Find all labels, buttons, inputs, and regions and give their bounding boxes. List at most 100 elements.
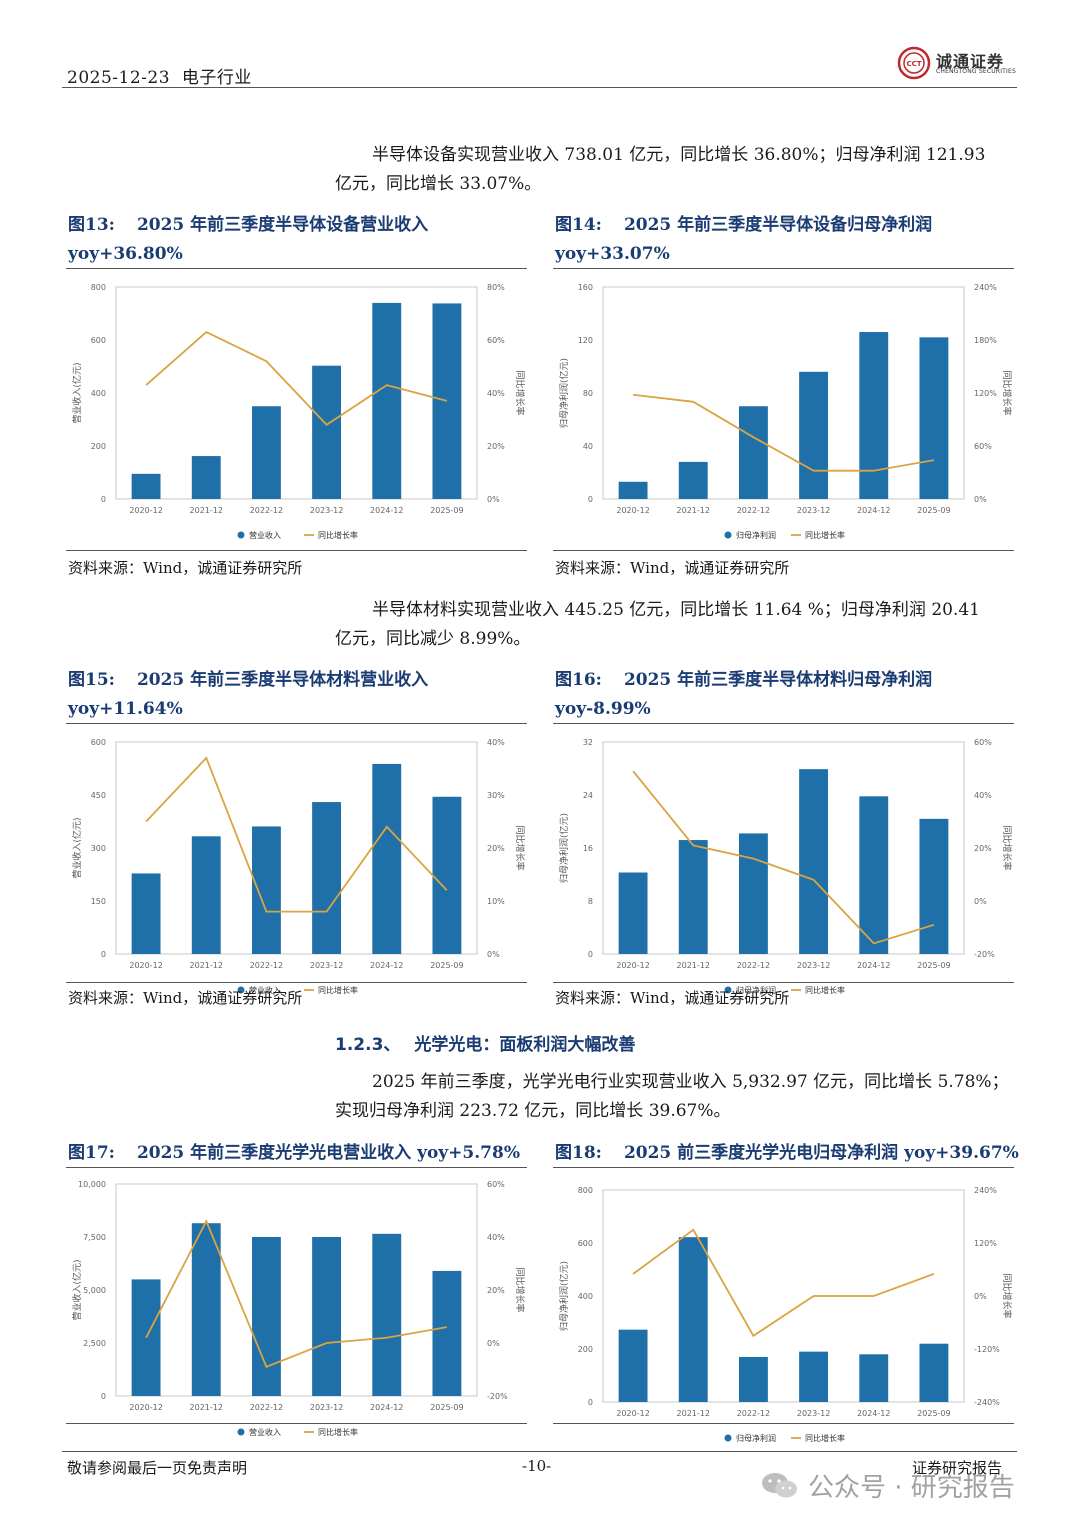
logo-subtitle: CHENGTONG SECURITIES (936, 68, 1017, 75)
figure-14-source: 资料来源：Wind，诚通证券研究所 (555, 559, 790, 577)
x-tick-label: 2022-12 (250, 506, 283, 515)
bar-2022-12 (738, 833, 768, 954)
bar-2021-12 (191, 456, 221, 499)
y2-tick-label: 40% (487, 389, 505, 398)
x-tick-label: 2024-12 (370, 506, 403, 515)
y2-tick-label: -20% (974, 950, 995, 959)
y2-tick-label: 0% (487, 950, 500, 959)
y-tick-label: 40 (583, 442, 593, 451)
bar-2020-12 (618, 872, 648, 954)
bar-2021-12 (678, 1237, 708, 1402)
legend-bar-swatch (724, 986, 732, 994)
y-tick-label: 600 (578, 1239, 593, 1248)
yoy-growth-line (145, 331, 448, 426)
bar-2023-12 (312, 802, 342, 954)
figure-16-chart: 32 24 16 8 0 60% 40% 20% 0% -20% 归母净利润(亿元) 同比增长率 202… (553, 730, 1014, 1002)
x-tick-label: 2021-12 (677, 506, 710, 515)
y2-tick-label: 30% (487, 791, 505, 800)
bar-2024-12 (372, 763, 402, 954)
y2-tick-label: 0% (974, 495, 987, 504)
x-tick-label: 2020-12 (616, 961, 649, 970)
y2-tick-label: 60% (974, 442, 992, 451)
y2-axis-label: 同比增长率 (514, 370, 526, 415)
x-tick-label: 2023-12 (797, 1409, 830, 1418)
figure-14-number: 图14: (555, 215, 602, 235)
paragraph-2-line-1: 半导体材料实现营业收入 445.25 亿元，同比增长 11.64 %；归母净利润… (372, 600, 980, 620)
legend-line-label: 同比增长率 (318, 530, 358, 540)
legend-line-label: 同比增长率 (318, 1427, 358, 1437)
figure-18-title-text: 2025 前三季度光学光电归母净利润 yoy+39.67% (623, 1143, 1019, 1163)
report-header: 2025-12-23 电子行业 (67, 63, 252, 88)
x-tick-label: 2025-09 (430, 1403, 463, 1412)
legend-bar-label: 归母净利润 (736, 985, 776, 995)
legend-bar-swatch (724, 531, 732, 539)
x-tick-label: 2020-12 (129, 1403, 162, 1412)
x-tick-label: 2024-12 (857, 961, 890, 970)
y-axis-label: 营业收入(亿元) (71, 362, 83, 423)
y2-axis-label: 同比增长率 (514, 825, 526, 870)
bar-2023-12 (312, 1237, 342, 1396)
x-tick-label: 2024-12 (857, 506, 890, 515)
yoy-growth-line (632, 770, 935, 945)
y-tick-label: 5,000 (83, 1286, 106, 1295)
section-heading: 1.2.3、 光学光电：面板利润大幅改善 (335, 1030, 635, 1055)
x-tick-label: 2024-12 (857, 1409, 890, 1418)
x-tick-label: 2022-12 (250, 961, 283, 970)
y2-tick-label: 120% (974, 389, 997, 398)
bar-2020-12 (131, 473, 161, 499)
y-tick-label: 600 (91, 336, 106, 345)
figure-15-bottom-rule (66, 982, 527, 983)
y-tick-label: 7,500 (83, 1233, 106, 1242)
x-tick-label: 2025-09 (430, 961, 463, 970)
y2-axis-label: 同比增长率 (1001, 370, 1013, 415)
paragraph-3-line-1: 2025 年前三季度，光学光电行业实现营业收入 5,932.97 亿元，同比增长… (372, 1072, 1009, 1092)
footer-disclaimer: 敬请参阅最后一页免责声明 (67, 1459, 248, 1477)
legend-bar-label: 归母净利润 (736, 1433, 776, 1443)
figure-16-title: 图16: 2025 年前三季度半导体材料归母净利润 yoy-8.99% (555, 666, 932, 724)
figure-13-number: 图13: (68, 215, 115, 235)
f14-svg: 160 120 80 40 0 240% 180% 120% 60% 0% 归母净利润(亿元) 同比增… (558, 283, 1013, 540)
paragraph-3-line-2: 实现归母净利润 223.72 亿元，同比增长 39.67%。 (335, 1101, 731, 1121)
figure-14-rule (553, 268, 1014, 269)
y-axis-label: 归母净利润(亿元) (558, 358, 570, 428)
y2-tick-label: 240% (974, 1186, 997, 1195)
bar-2020-12 (618, 1329, 648, 1402)
y-tick-label: 0 (588, 495, 593, 504)
y2-tick-label: 20% (487, 1286, 505, 1295)
figure-17-title: 图17: 2025 年前三季度光学光电营业收入 yoy+5.78% (68, 1139, 520, 1168)
y2-tick-label: -240% (974, 1398, 1000, 1407)
legend-bar-swatch (237, 1428, 245, 1436)
y-tick-label: 0 (101, 950, 106, 959)
y-tick-label: 160 (578, 283, 593, 292)
figure-14-title-text: 2025 年前三季度半导体设备归母净利润 (623, 215, 933, 235)
footer-report-type: 证券研究报告 (912, 1459, 1003, 1477)
watermark: 公众号 · 研究报告 (760, 1467, 1015, 1504)
y2-tick-label: -20% (487, 1392, 508, 1401)
figure-15-title-text: 2025 年前三季度半导体材料营业收入 (136, 670, 429, 690)
x-tick-label: 2023-12 (797, 961, 830, 970)
figure-15-rule (66, 723, 527, 724)
figure-14-title: 图14: 2025 年前三季度半导体设备归母净利润 yoy+33.07% (555, 211, 932, 269)
bar-2021-12 (191, 1223, 221, 1396)
bar-2022-12 (251, 406, 281, 499)
bar-2022-12 (251, 1237, 281, 1396)
f15-svg: 600 450 300 150 0 40% 30% 20% 10% 0% 营业收入(亿元) 同比增长率… (71, 738, 526, 995)
yoy-growth-line (632, 393, 935, 472)
x-tick-label: 2022-12 (250, 1403, 283, 1412)
y-tick-label: 400 (578, 1292, 593, 1301)
figure-16-rule (553, 723, 1014, 724)
x-tick-label: 2022-12 (737, 1409, 770, 1418)
plot-frame (115, 1183, 478, 1397)
x-tick-label: 2023-12 (310, 961, 343, 970)
y-tick-label: 200 (91, 442, 106, 451)
x-tick-label: 2024-12 (370, 961, 403, 970)
y2-tick-label: 80% (487, 283, 505, 292)
bar-2024-12 (859, 332, 889, 499)
figure-15-yoy: yoy+11.64% (68, 699, 183, 719)
x-tick-label: 2021-12 (677, 961, 710, 970)
wechat-icon (762, 1472, 797, 1497)
figure-13-title-text: 2025 年前三季度半导体设备营业收入 (136, 215, 429, 235)
y2-axis-label: 同比增长率 (514, 1267, 526, 1312)
figure-16-bottom-rule (553, 982, 1014, 983)
bar-2021-12 (678, 461, 708, 499)
